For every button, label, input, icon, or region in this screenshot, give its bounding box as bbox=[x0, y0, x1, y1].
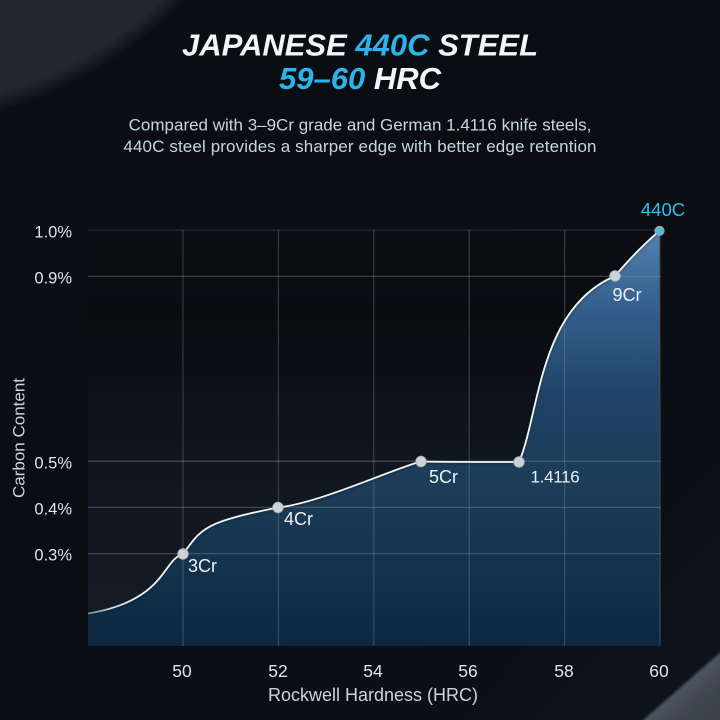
svg-text:3Cr: 3Cr bbox=[188, 556, 217, 576]
svg-text:Carbon Content: Carbon Content bbox=[10, 378, 29, 498]
svg-text:60: 60 bbox=[649, 661, 669, 681]
svg-text:56: 56 bbox=[458, 661, 477, 681]
svg-text:JAPANESE 440C STEEL: JAPANESE 440C STEEL bbox=[182, 28, 538, 63]
svg-text:4Cr: 4Cr bbox=[284, 509, 313, 529]
svg-text:0.9%: 0.9% bbox=[34, 269, 72, 287]
svg-text:1.0%: 1.0% bbox=[34, 223, 72, 241]
svg-text:0.3%: 0.3% bbox=[34, 546, 72, 564]
svg-text:50: 50 bbox=[172, 661, 192, 681]
svg-text:5Cr: 5Cr bbox=[429, 467, 458, 487]
svg-text:Rockwell Hardness (HRC): Rockwell Hardness (HRC) bbox=[268, 685, 478, 705]
svg-text:440C steel provides a sharper: 440C steel provides a sharper edge with … bbox=[123, 137, 596, 156]
svg-text:58: 58 bbox=[554, 661, 573, 681]
svg-text:Compared with 3–9Cr grade and: Compared with 3–9Cr grade and German 1.4… bbox=[129, 116, 592, 135]
svg-text:1.4116: 1.4116 bbox=[531, 468, 580, 487]
svg-text:9Cr: 9Cr bbox=[613, 285, 642, 305]
svg-text:0.4%: 0.4% bbox=[34, 500, 72, 518]
svg-text:0.5%: 0.5% bbox=[34, 454, 72, 472]
svg-text:52: 52 bbox=[268, 661, 287, 681]
svg-text:54: 54 bbox=[363, 661, 383, 681]
svg-text:440C: 440C bbox=[641, 199, 685, 220]
svg-text:59–60 HRC: 59–60 HRC bbox=[279, 61, 442, 96]
